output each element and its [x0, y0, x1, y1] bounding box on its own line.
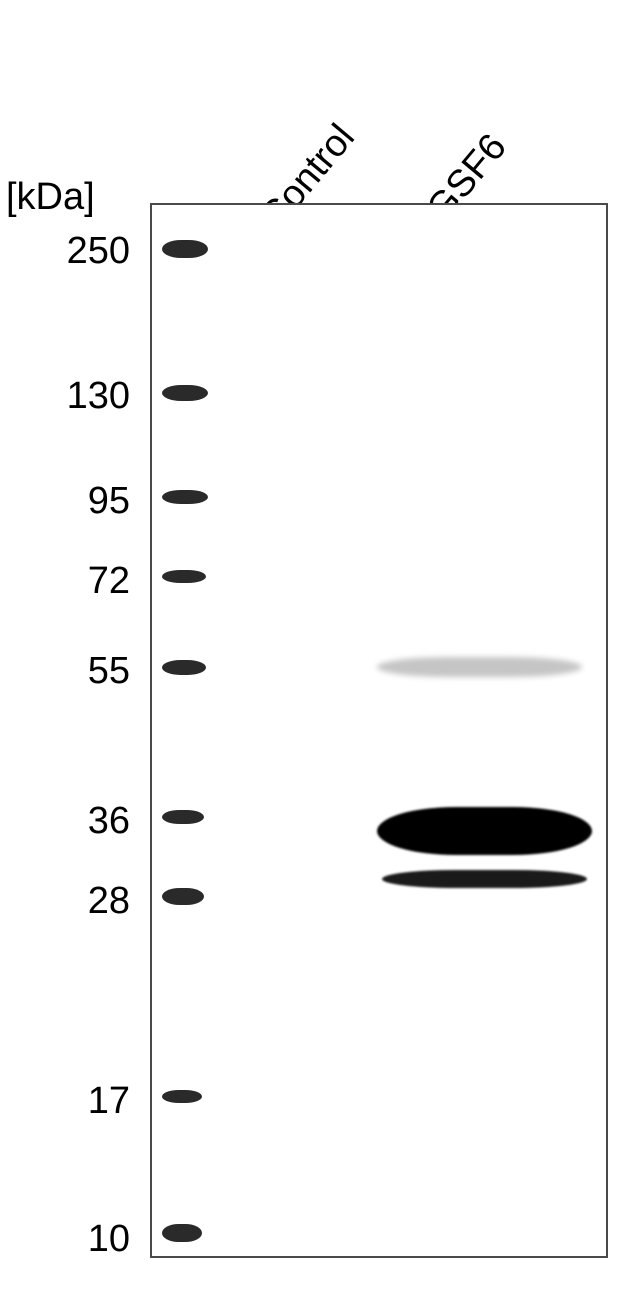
mw-label: 17 — [88, 1080, 130, 1123]
mw-label: 72 — [88, 560, 130, 603]
blot-figure: [kDa] 250 130 95 72 55 36 28 17 10 Contr… — [0, 0, 640, 1308]
mw-label: 10 — [88, 1218, 130, 1261]
mw-label: 36 — [88, 800, 130, 843]
marker-band-130 — [162, 385, 208, 401]
marker-band-55 — [162, 660, 206, 675]
mw-label: 250 — [67, 230, 130, 273]
marker-band-250 — [162, 240, 208, 258]
marker-band-36 — [162, 810, 204, 824]
marker-band-95 — [162, 490, 208, 504]
igsf6-band-faint-55 — [377, 657, 582, 677]
igsf6-band-lower-30 — [382, 870, 587, 888]
marker-band-72 — [162, 570, 206, 583]
mw-label: 130 — [67, 375, 130, 418]
blot-membrane — [150, 203, 608, 1258]
mw-label: 28 — [88, 880, 130, 923]
mw-label: 95 — [88, 480, 130, 523]
marker-band-28 — [162, 888, 204, 905]
mw-label: 55 — [88, 650, 130, 693]
marker-band-10 — [162, 1224, 202, 1242]
marker-band-17 — [162, 1090, 202, 1103]
igsf6-band-main-34 — [377, 807, 592, 855]
axis-unit-label: [kDa] — [6, 176, 95, 219]
